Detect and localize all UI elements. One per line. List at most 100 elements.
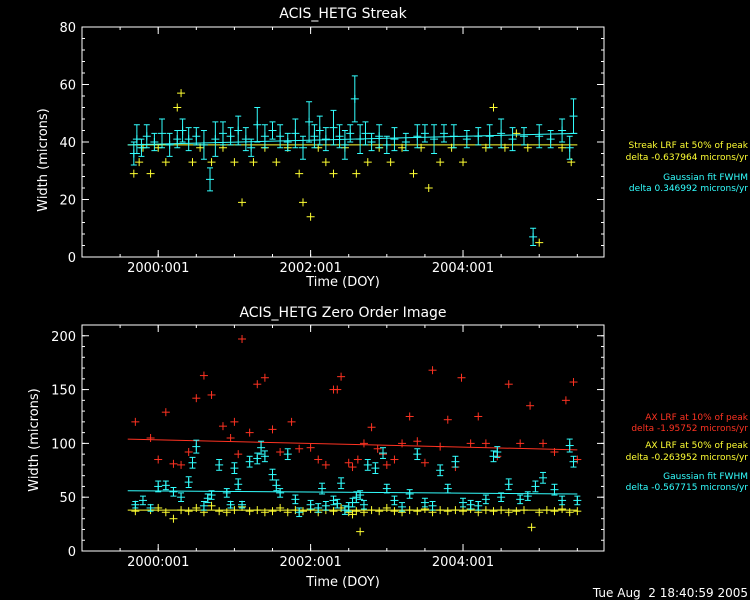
data-point bbox=[361, 121, 370, 146]
data-point bbox=[207, 158, 216, 167]
legend-delta: delta -0.567715 microns/yr bbox=[626, 483, 749, 493]
data-point bbox=[459, 507, 468, 516]
data-point bbox=[390, 127, 399, 152]
data-point bbox=[516, 494, 525, 505]
data-point bbox=[192, 503, 201, 512]
data-point bbox=[169, 487, 178, 497]
data-point bbox=[382, 483, 391, 494]
data-point bbox=[413, 437, 422, 446]
data-point bbox=[531, 480, 540, 493]
data-point bbox=[215, 459, 224, 471]
data-point bbox=[177, 492, 186, 502]
data-point bbox=[428, 500, 437, 511]
zero-order-panel: ACIS_HETG Zero Order Image Time (DOY) Wi… bbox=[27, 305, 605, 590]
data-point bbox=[363, 158, 372, 167]
x-tick-label: 2004:001 bbox=[432, 261, 494, 276]
data-point bbox=[230, 417, 239, 426]
data-point bbox=[234, 478, 243, 491]
data-point bbox=[199, 130, 208, 160]
legend-delta: delta -0.263952 microns/yr bbox=[626, 453, 749, 463]
data-point bbox=[451, 455, 460, 468]
data-point bbox=[558, 495, 567, 506]
data-point bbox=[359, 439, 368, 448]
data-point bbox=[238, 198, 247, 207]
data-point bbox=[481, 439, 490, 448]
data-point bbox=[436, 158, 445, 167]
data-point bbox=[215, 507, 224, 516]
data-point bbox=[569, 98, 578, 134]
data-point bbox=[169, 459, 178, 468]
y-axis-label: Width (microns) bbox=[27, 388, 42, 492]
data-point bbox=[287, 417, 296, 426]
data-point bbox=[283, 508, 292, 517]
data-point bbox=[260, 450, 269, 463]
data-point bbox=[129, 169, 138, 178]
data-point bbox=[519, 127, 528, 146]
data-point bbox=[291, 494, 300, 505]
data-point bbox=[382, 503, 391, 512]
data-point bbox=[459, 158, 468, 167]
data-point bbox=[367, 423, 376, 432]
data-point bbox=[268, 425, 277, 434]
data-point bbox=[405, 412, 414, 421]
data-point bbox=[526, 401, 535, 410]
x-tick-label: 2002:001 bbox=[279, 555, 341, 570]
data-point bbox=[260, 508, 269, 517]
data-point bbox=[146, 169, 155, 178]
data-point bbox=[249, 158, 258, 167]
data-point bbox=[474, 500, 483, 511]
data-point bbox=[363, 459, 372, 471]
data-point bbox=[295, 507, 304, 518]
data-point bbox=[512, 129, 521, 138]
data-point bbox=[268, 121, 277, 140]
data-point bbox=[177, 460, 186, 469]
fit-line bbox=[127, 438, 578, 451]
data-point bbox=[569, 455, 578, 468]
chart-title: ACIS_HETG Zero Order Image bbox=[239, 305, 446, 321]
data-point bbox=[188, 456, 197, 469]
data-point bbox=[161, 408, 170, 417]
data-point bbox=[268, 468, 277, 481]
data-point bbox=[352, 507, 361, 516]
y-tick-label: 0 bbox=[68, 251, 76, 266]
fit-line bbox=[127, 132, 578, 146]
data-point bbox=[443, 483, 452, 494]
legend-label: AX LRF at 10% of peak bbox=[645, 413, 749, 423]
data-point bbox=[516, 439, 525, 448]
data-point bbox=[535, 508, 544, 517]
data-point bbox=[245, 455, 254, 468]
data-point bbox=[222, 508, 231, 517]
data-point bbox=[550, 483, 559, 496]
data-point bbox=[375, 507, 384, 516]
data-point bbox=[546, 130, 555, 149]
data-point bbox=[218, 121, 227, 146]
x-tick-label: 2000:001 bbox=[127, 555, 189, 570]
data-point bbox=[268, 507, 277, 516]
data-point bbox=[315, 115, 324, 146]
legend-delta: delta 0.346992 microns/yr bbox=[629, 184, 748, 194]
data-point bbox=[321, 500, 330, 511]
data-point bbox=[154, 480, 163, 493]
data-point bbox=[398, 502, 407, 512]
data-point bbox=[573, 507, 582, 516]
data-point bbox=[504, 380, 513, 389]
data-point bbox=[230, 462, 239, 475]
y-tick-label: 150 bbox=[51, 384, 76, 399]
x-tick-label: 2004:001 bbox=[432, 555, 494, 570]
data-point bbox=[272, 479, 281, 492]
data-point bbox=[321, 158, 330, 167]
data-point bbox=[443, 415, 452, 424]
data-point bbox=[373, 444, 382, 453]
data-point bbox=[226, 500, 235, 509]
data-point bbox=[234, 115, 243, 146]
data-point bbox=[335, 124, 344, 149]
data-point bbox=[489, 103, 498, 112]
data-point bbox=[333, 498, 342, 509]
legend-label: AX LRF at 50% of peak bbox=[645, 441, 749, 451]
fit-line bbox=[127, 490, 578, 495]
data-point bbox=[573, 455, 582, 464]
data-point bbox=[466, 439, 475, 448]
data-point bbox=[131, 417, 140, 426]
data-point bbox=[298, 198, 307, 207]
data-point bbox=[485, 124, 494, 149]
